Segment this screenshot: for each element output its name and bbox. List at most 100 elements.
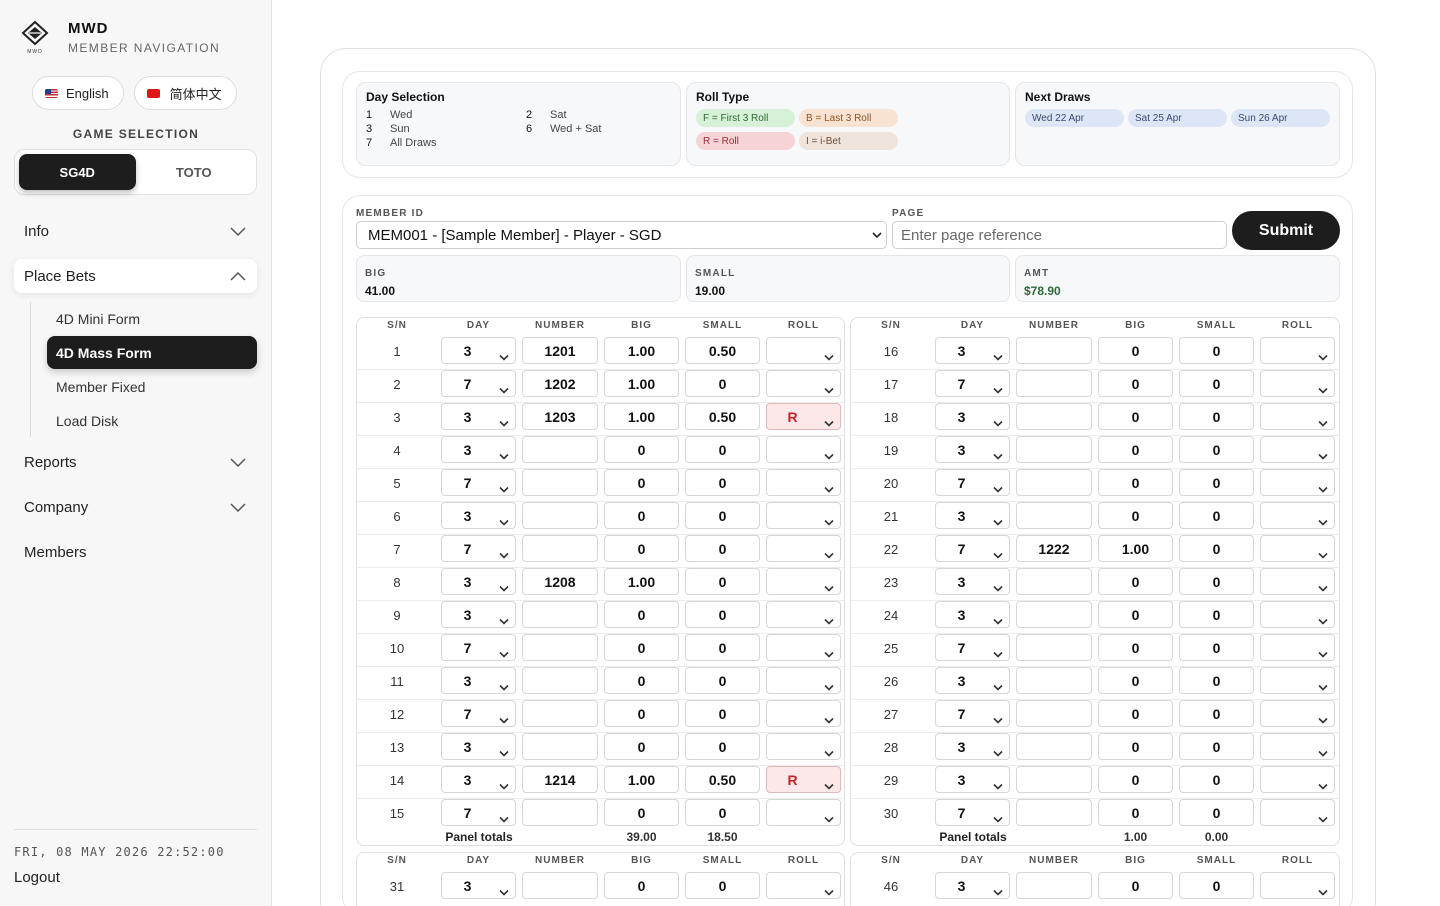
day-select[interactable]: 3 [935, 502, 1010, 529]
day-select[interactable]: 3 [441, 436, 516, 463]
big-input[interactable]: 1.00 [604, 403, 679, 430]
big-input[interactable]: 0 [1098, 436, 1173, 463]
number-input[interactable] [1016, 502, 1092, 529]
small-input[interactable]: 0 [1179, 502, 1254, 529]
small-input[interactable]: 0 [1179, 667, 1254, 694]
big-input[interactable]: 0 [1098, 469, 1173, 496]
day-select[interactable]: 3 [935, 403, 1010, 430]
number-input[interactable] [1016, 601, 1092, 628]
day-select[interactable]: 7 [441, 634, 516, 661]
small-input[interactable]: 0 [1179, 469, 1254, 496]
roll-select[interactable] [766, 733, 841, 760]
day-select[interactable]: 3 [935, 436, 1010, 463]
big-input[interactable]: 0 [1098, 403, 1173, 430]
number-input[interactable] [522, 469, 598, 496]
small-input[interactable]: 0 [685, 872, 760, 899]
nav-item-place-bets[interactable]: Place Bets [14, 259, 257, 293]
day-select[interactable]: 7 [935, 535, 1010, 562]
roll-select[interactable] [1260, 370, 1335, 397]
big-input[interactable]: 0 [604, 872, 679, 899]
big-input[interactable]: 0 [1098, 799, 1173, 826]
big-input[interactable]: 1.00 [604, 337, 679, 364]
day-select[interactable]: 7 [441, 370, 516, 397]
small-input[interactable]: 0 [1179, 700, 1254, 727]
day-select[interactable]: 7 [935, 799, 1010, 826]
big-input[interactable]: 0 [1098, 370, 1173, 397]
roll-select[interactable] [766, 667, 841, 694]
small-input[interactable]: 0 [1179, 568, 1254, 595]
roll-select[interactable] [1260, 733, 1335, 760]
big-input[interactable]: 0 [1098, 700, 1173, 727]
big-input[interactable]: 1.00 [604, 568, 679, 595]
day-select[interactable]: 3 [935, 337, 1010, 364]
day-select[interactable]: 7 [441, 535, 516, 562]
roll-select[interactable] [1260, 766, 1335, 793]
day-select[interactable]: 3 [441, 667, 516, 694]
big-input[interactable]: 1.00 [604, 370, 679, 397]
roll-select[interactable] [766, 700, 841, 727]
roll-select[interactable] [766, 535, 841, 562]
number-input[interactable] [1016, 370, 1092, 397]
roll-select[interactable] [766, 469, 841, 496]
number-input[interactable] [522, 601, 598, 628]
roll-select[interactable] [1260, 700, 1335, 727]
number-input[interactable] [522, 872, 598, 899]
big-input[interactable]: 0 [604, 667, 679, 694]
nav-item-company[interactable]: Company [14, 490, 257, 524]
number-input[interactable] [1016, 337, 1092, 364]
number-input[interactable] [522, 667, 598, 694]
roll-select[interactable] [1260, 799, 1335, 826]
sub-item-member-fixed[interactable]: Member Fixed [56, 378, 146, 395]
day-select[interactable]: 7 [935, 700, 1010, 727]
roll-select[interactable] [766, 436, 841, 463]
sub-item-4d-mini-form[interactable]: 4D Mini Form [56, 310, 141, 327]
roll-select[interactable] [1260, 601, 1335, 628]
number-input[interactable] [522, 634, 598, 661]
day-select[interactable]: 3 [935, 601, 1010, 628]
number-input[interactable]: 1214 [522, 766, 598, 793]
language-chinese-button[interactable]: 简体中文 [133, 76, 237, 110]
number-input[interactable] [1016, 733, 1092, 760]
day-select[interactable]: 7 [935, 634, 1010, 661]
big-input[interactable]: 0 [604, 469, 679, 496]
small-input[interactable]: 0 [685, 568, 760, 595]
number-input[interactable] [522, 535, 598, 562]
big-input[interactable]: 0 [604, 436, 679, 463]
roll-select[interactable] [1260, 872, 1335, 899]
small-input[interactable]: 0 [685, 601, 760, 628]
number-input[interactable] [1016, 700, 1092, 727]
big-input[interactable]: 0 [604, 535, 679, 562]
small-input[interactable]: 0 [685, 634, 760, 661]
game-option-toto[interactable]: TOTO [175, 164, 212, 180]
number-input[interactable] [522, 436, 598, 463]
number-input[interactable] [522, 733, 598, 760]
big-input[interactable]: 1.00 [1098, 535, 1173, 562]
small-input[interactable]: 0 [685, 469, 760, 496]
big-input[interactable]: 1.00 [604, 766, 679, 793]
roll-select[interactable] [766, 502, 841, 529]
small-input[interactable]: 0 [685, 370, 760, 397]
day-select[interactable]: 3 [441, 502, 516, 529]
day-select[interactable]: 7 [441, 469, 516, 496]
day-select[interactable]: 3 [441, 872, 516, 899]
big-input[interactable]: 0 [604, 601, 679, 628]
small-input[interactable]: 0 [685, 799, 760, 826]
small-input[interactable]: 0 [1179, 872, 1254, 899]
small-input[interactable]: 0 [685, 436, 760, 463]
page-reference-input[interactable] [892, 221, 1227, 249]
small-input[interactable]: 0.50 [685, 766, 760, 793]
day-select[interactable]: 3 [935, 733, 1010, 760]
roll-select[interactable]: R [766, 766, 841, 793]
day-select[interactable]: 7 [935, 370, 1010, 397]
day-select[interactable]: 3 [441, 733, 516, 760]
game-option-sg4d[interactable]: SG4D [19, 154, 136, 190]
number-input[interactable] [1016, 766, 1092, 793]
small-input[interactable]: 0 [685, 700, 760, 727]
big-input[interactable]: 0 [1098, 733, 1173, 760]
big-input[interactable]: 0 [1098, 766, 1173, 793]
member-id-select[interactable]: MEM001 - [Sample Member] - Player - SGD [356, 221, 887, 249]
number-input[interactable] [1016, 403, 1092, 430]
day-select[interactable]: 3 [935, 766, 1010, 793]
big-input[interactable]: 0 [604, 700, 679, 727]
small-input[interactable]: 0 [1179, 733, 1254, 760]
